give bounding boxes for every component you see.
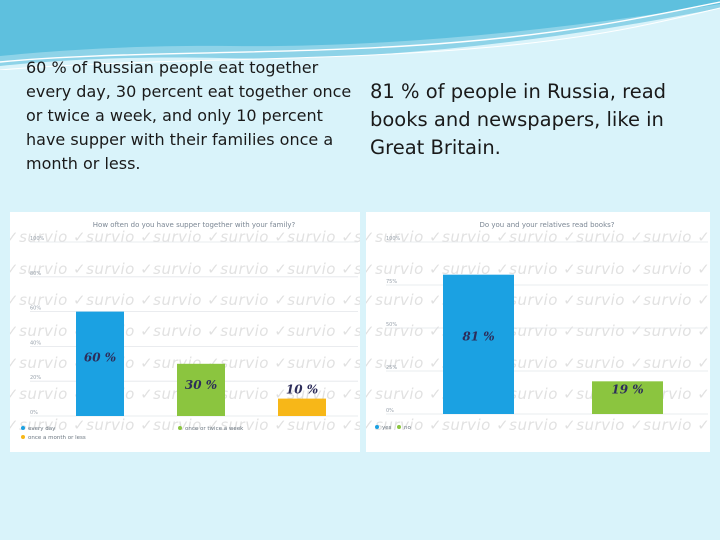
- bar-no: [592, 381, 663, 414]
- data-label: 10 %: [286, 383, 318, 397]
- bar-yes: [443, 274, 514, 414]
- header-swoosh-decoration: [0, 0, 720, 70]
- legend-swatch: [21, 426, 25, 430]
- left-caption-text: 60 % of Russian people eat together ever…: [26, 58, 352, 173]
- y-tick-label: 40%: [30, 340, 41, 346]
- y-tick-label: 50%: [386, 322, 397, 328]
- legend-swatch: [375, 425, 379, 429]
- legend-label: once a month or less: [28, 435, 86, 441]
- y-tick-label: 0%: [386, 408, 394, 414]
- y-tick-label: 25%: [386, 365, 397, 371]
- reading-books-bar-chart: Do you and your relatives read books? 0% 2…: [375, 221, 708, 431]
- legend-label: yes: [382, 425, 392, 431]
- data-label: 60 %: [84, 351, 116, 365]
- y-tick-label: 20%: [30, 375, 41, 381]
- data-label: 30 %: [185, 378, 217, 392]
- y-tick-label: 100%: [386, 236, 401, 242]
- legend-label: every day: [28, 426, 56, 432]
- y-tick-label: 60%: [30, 306, 41, 312]
- supper-chart-panel: ✓survio ✓survio ✓survio ✓survio ✓survio …: [10, 212, 360, 452]
- chart-title: Do you and your relatives read books?: [479, 221, 614, 229]
- supper-frequency-bar-chart: How often do you have supper together wi…: [21, 221, 358, 441]
- legend-label: no: [404, 425, 411, 431]
- books-chart-panel: ✓survio ✓survio ✓survio ✓survio ✓survio …: [366, 212, 710, 452]
- bar-once-or-twice-a-week: [177, 363, 225, 416]
- legend-swatch: [21, 435, 25, 439]
- bar-every-day: [76, 311, 124, 416]
- legend-label: once or twice a week: [185, 426, 244, 432]
- data-label: 19 %: [611, 382, 643, 396]
- legend-swatch: [178, 426, 182, 430]
- data-label: 81 %: [462, 330, 494, 344]
- legend-swatch: [397, 425, 401, 429]
- y-tick-label: 75%: [386, 279, 397, 285]
- y-tick-label: 80%: [30, 271, 41, 277]
- right-caption-text: 81 % of people in Russia, read books and…: [370, 80, 667, 159]
- y-tick-label: 100%: [30, 236, 45, 242]
- y-tick-label: 0%: [30, 410, 38, 416]
- chart-title: How often do you have supper together wi…: [93, 221, 296, 229]
- bar-once-a-month-or-less: [278, 398, 326, 416]
